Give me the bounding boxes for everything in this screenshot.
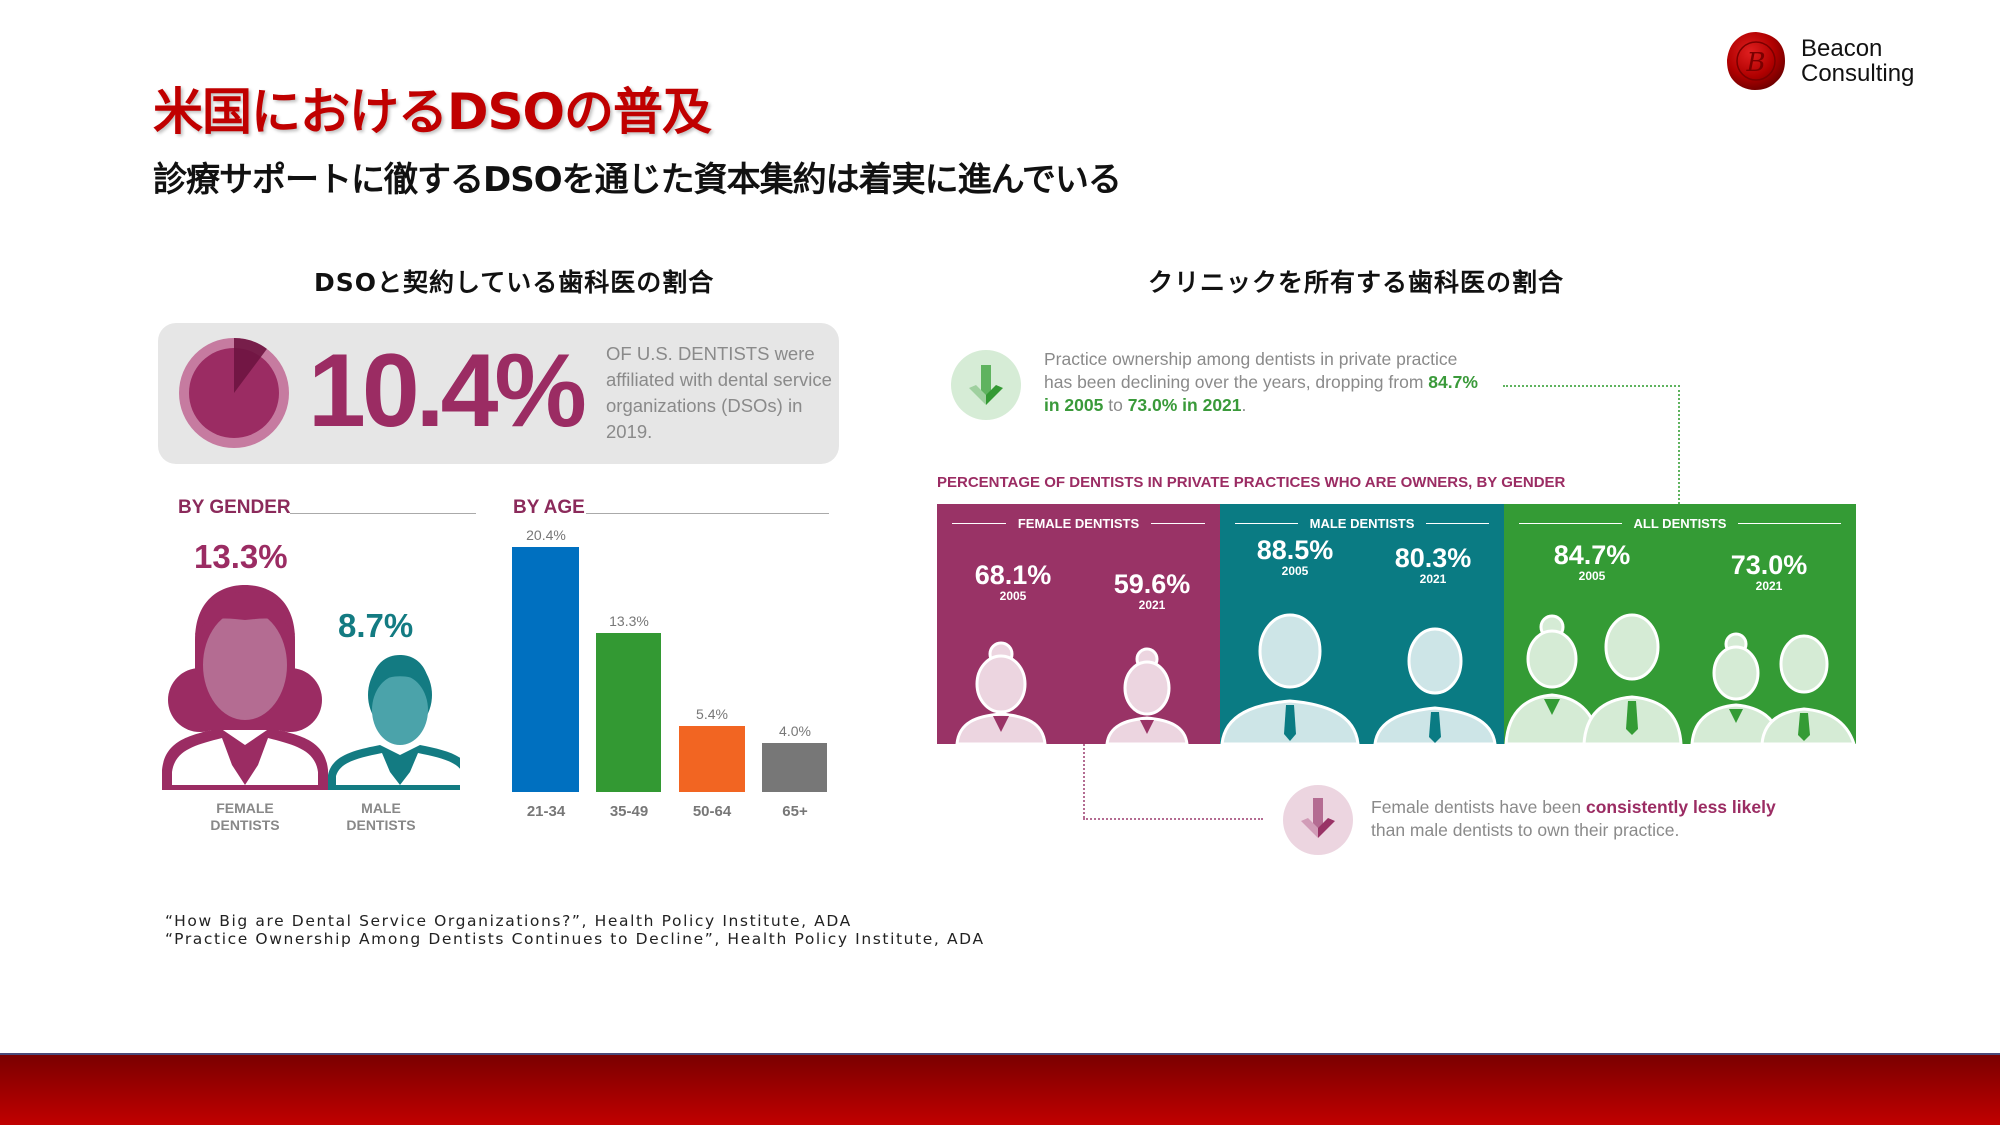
female-2021-stat: 59.6% 2021 <box>1113 569 1191 612</box>
dso-headline-card: 10.4% OF U.S. DENTISTS were affiliated w… <box>158 323 839 464</box>
divider <box>586 513 829 514</box>
footer-bar <box>0 1053 2000 1125</box>
by-age-heading: BY AGE <box>513 497 585 518</box>
male-2005-stat: 88.5% 2005 <box>1256 535 1334 578</box>
panel-label: FEMALE DENTISTS <box>1017 516 1140 531</box>
divider <box>290 513 476 514</box>
gender-figures-icon <box>162 585 460 790</box>
bar-value: 13.3% <box>609 613 649 629</box>
ownership-chart-heading: PERCENTAGE OF DENTISTS IN PRIVATE PRACTI… <box>937 474 1566 491</box>
female-figures-icon <box>955 641 1189 744</box>
dso-headline-value: 10.4% <box>308 333 587 449</box>
logo-line-2: Consulting <box>1801 60 1915 87</box>
ownership-section-title: クリニックを所有する歯科医の割合 <box>1148 268 1565 297</box>
bar-21-34 <box>512 547 579 792</box>
dso-headline-description: OF U.S. DENTISTS were affiliated with de… <box>606 343 832 442</box>
bar-value: 4.0% <box>779 723 811 739</box>
pie-chart-icon <box>179 338 289 448</box>
bar-50-64 <box>679 726 745 792</box>
page-subtitle: 診療サポートに徹するDSOを通じた資本集約は着実に進んでいる <box>153 160 1122 200</box>
connector-line <box>1083 818 1263 820</box>
male-dentist-icon <box>328 655 460 790</box>
bar-35-49 <box>596 633 661 792</box>
page-title: 米国におけるDSOの普及 <box>153 83 712 141</box>
female-dentists-panel: FEMALE DENTISTS 68.1% 2005 59.6% 2021 <box>937 504 1220 744</box>
all-2005-stat: 84.7% 2005 <box>1553 540 1631 583</box>
female-2005-stat: 68.1% 2005 <box>974 560 1052 603</box>
bar-value: 5.4% <box>696 706 728 722</box>
all-figures-icon <box>1504 613 1856 744</box>
female-dentists-label: FEMALE DENTISTS <box>210 800 280 833</box>
bar-65-plus <box>762 743 827 792</box>
source-line: “How Big are Dental Service Organization… <box>165 912 852 930</box>
sources: “How Big are Dental Service Organization… <box>165 912 985 948</box>
down-arrow-magenta-icon <box>1283 785 1353 855</box>
connector-line <box>1083 744 1085 818</box>
all-2021-stat: 73.0% 2021 <box>1730 550 1808 593</box>
male-dentists-label: MALE DENTISTS <box>346 800 416 833</box>
source-line: “Practice Ownership Among Dentists Conti… <box>165 930 985 948</box>
connector-line <box>1678 385 1680 504</box>
connector-line <box>1503 385 1680 387</box>
female-ownership-note: Female dentists have been consistently l… <box>1371 797 1776 840</box>
bar-category: 21-34 <box>526 803 566 820</box>
female-dentist-icon <box>162 585 328 790</box>
logo-line-1: Beacon <box>1801 35 1883 62</box>
brand-logo: B Beacon Consulting <box>1725 30 1914 92</box>
svg-text:B: B <box>1745 48 1765 78</box>
wax-seal-icon: B <box>1727 32 1785 90</box>
male-figures-icon <box>1220 613 1497 744</box>
panel-label: ALL DENTISTS <box>1633 516 1727 531</box>
down-arrow-green-icon <box>951 350 1021 420</box>
bar-value: 20.4% <box>526 527 566 543</box>
male-dentists-panel: MALE DENTISTS 88.5% 2005 80.3% 2021 <box>1220 504 1504 744</box>
panel-label: MALE DENTISTS <box>1309 516 1415 531</box>
bar-category: 35-49 <box>609 803 649 820</box>
female-dso-value: 13.3% <box>194 538 288 575</box>
all-dentists-panel: ALL DENTISTS 84.7% 2005 73.0% 2021 <box>1504 504 1856 744</box>
male-2021-stat: 80.3% 2021 <box>1394 543 1472 586</box>
by-gender-heading: BY GENDER <box>178 497 291 518</box>
dso-section-title: DSOと契約している歯科医の割合 <box>314 268 715 297</box>
bar-category: 65+ <box>782 803 808 820</box>
male-dso-value: 8.7% <box>338 607 414 644</box>
ownership-decline-note: Practice ownership among dentists in pri… <box>1044 349 1478 415</box>
bar-category: 50-64 <box>692 803 732 820</box>
